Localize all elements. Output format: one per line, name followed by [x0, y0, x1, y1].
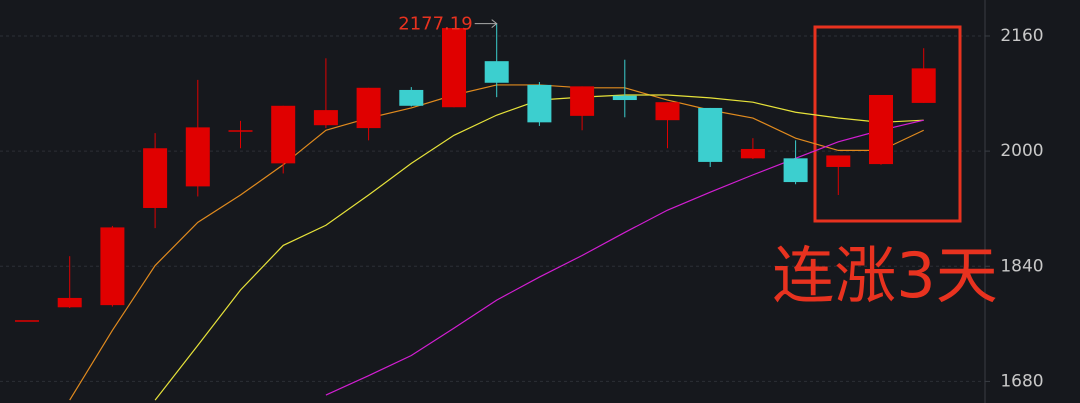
candle-body [783, 158, 808, 183]
candle-body [313, 110, 338, 126]
candle-body [100, 227, 125, 306]
highlight-box [813, 25, 962, 223]
y-tick-label: 1840 [1000, 256, 1043, 276]
annotation: 连涨3天 [772, 239, 997, 312]
candle-body [15, 320, 39, 322]
candle-body [869, 94, 893, 165]
candle-body [612, 95, 637, 101]
candle-body [655, 102, 680, 121]
candle-body [911, 68, 936, 103]
moving-average-line [325, 119, 924, 396]
candle-body [228, 130, 253, 132]
high-label: 2177.19 [398, 14, 472, 35]
candle-body [826, 155, 851, 167]
candle-body [356, 87, 381, 129]
candle-body [185, 127, 210, 187]
y-tick-label: 2160 [1000, 26, 1043, 46]
high-arrow-head [491, 19, 498, 29]
candle-body [484, 61, 509, 83]
candle-body [399, 89, 424, 106]
y-tick-label: 1680 [1000, 371, 1043, 391]
candle-body [527, 84, 552, 123]
candle-body [143, 148, 168, 208]
candle-body [740, 148, 765, 159]
candle-body [271, 105, 296, 164]
candle-body [57, 297, 82, 308]
y-tick-label: 2000 [1000, 141, 1043, 161]
candle-body [442, 28, 466, 108]
candle-body [698, 107, 723, 162]
candle-body [570, 86, 595, 116]
